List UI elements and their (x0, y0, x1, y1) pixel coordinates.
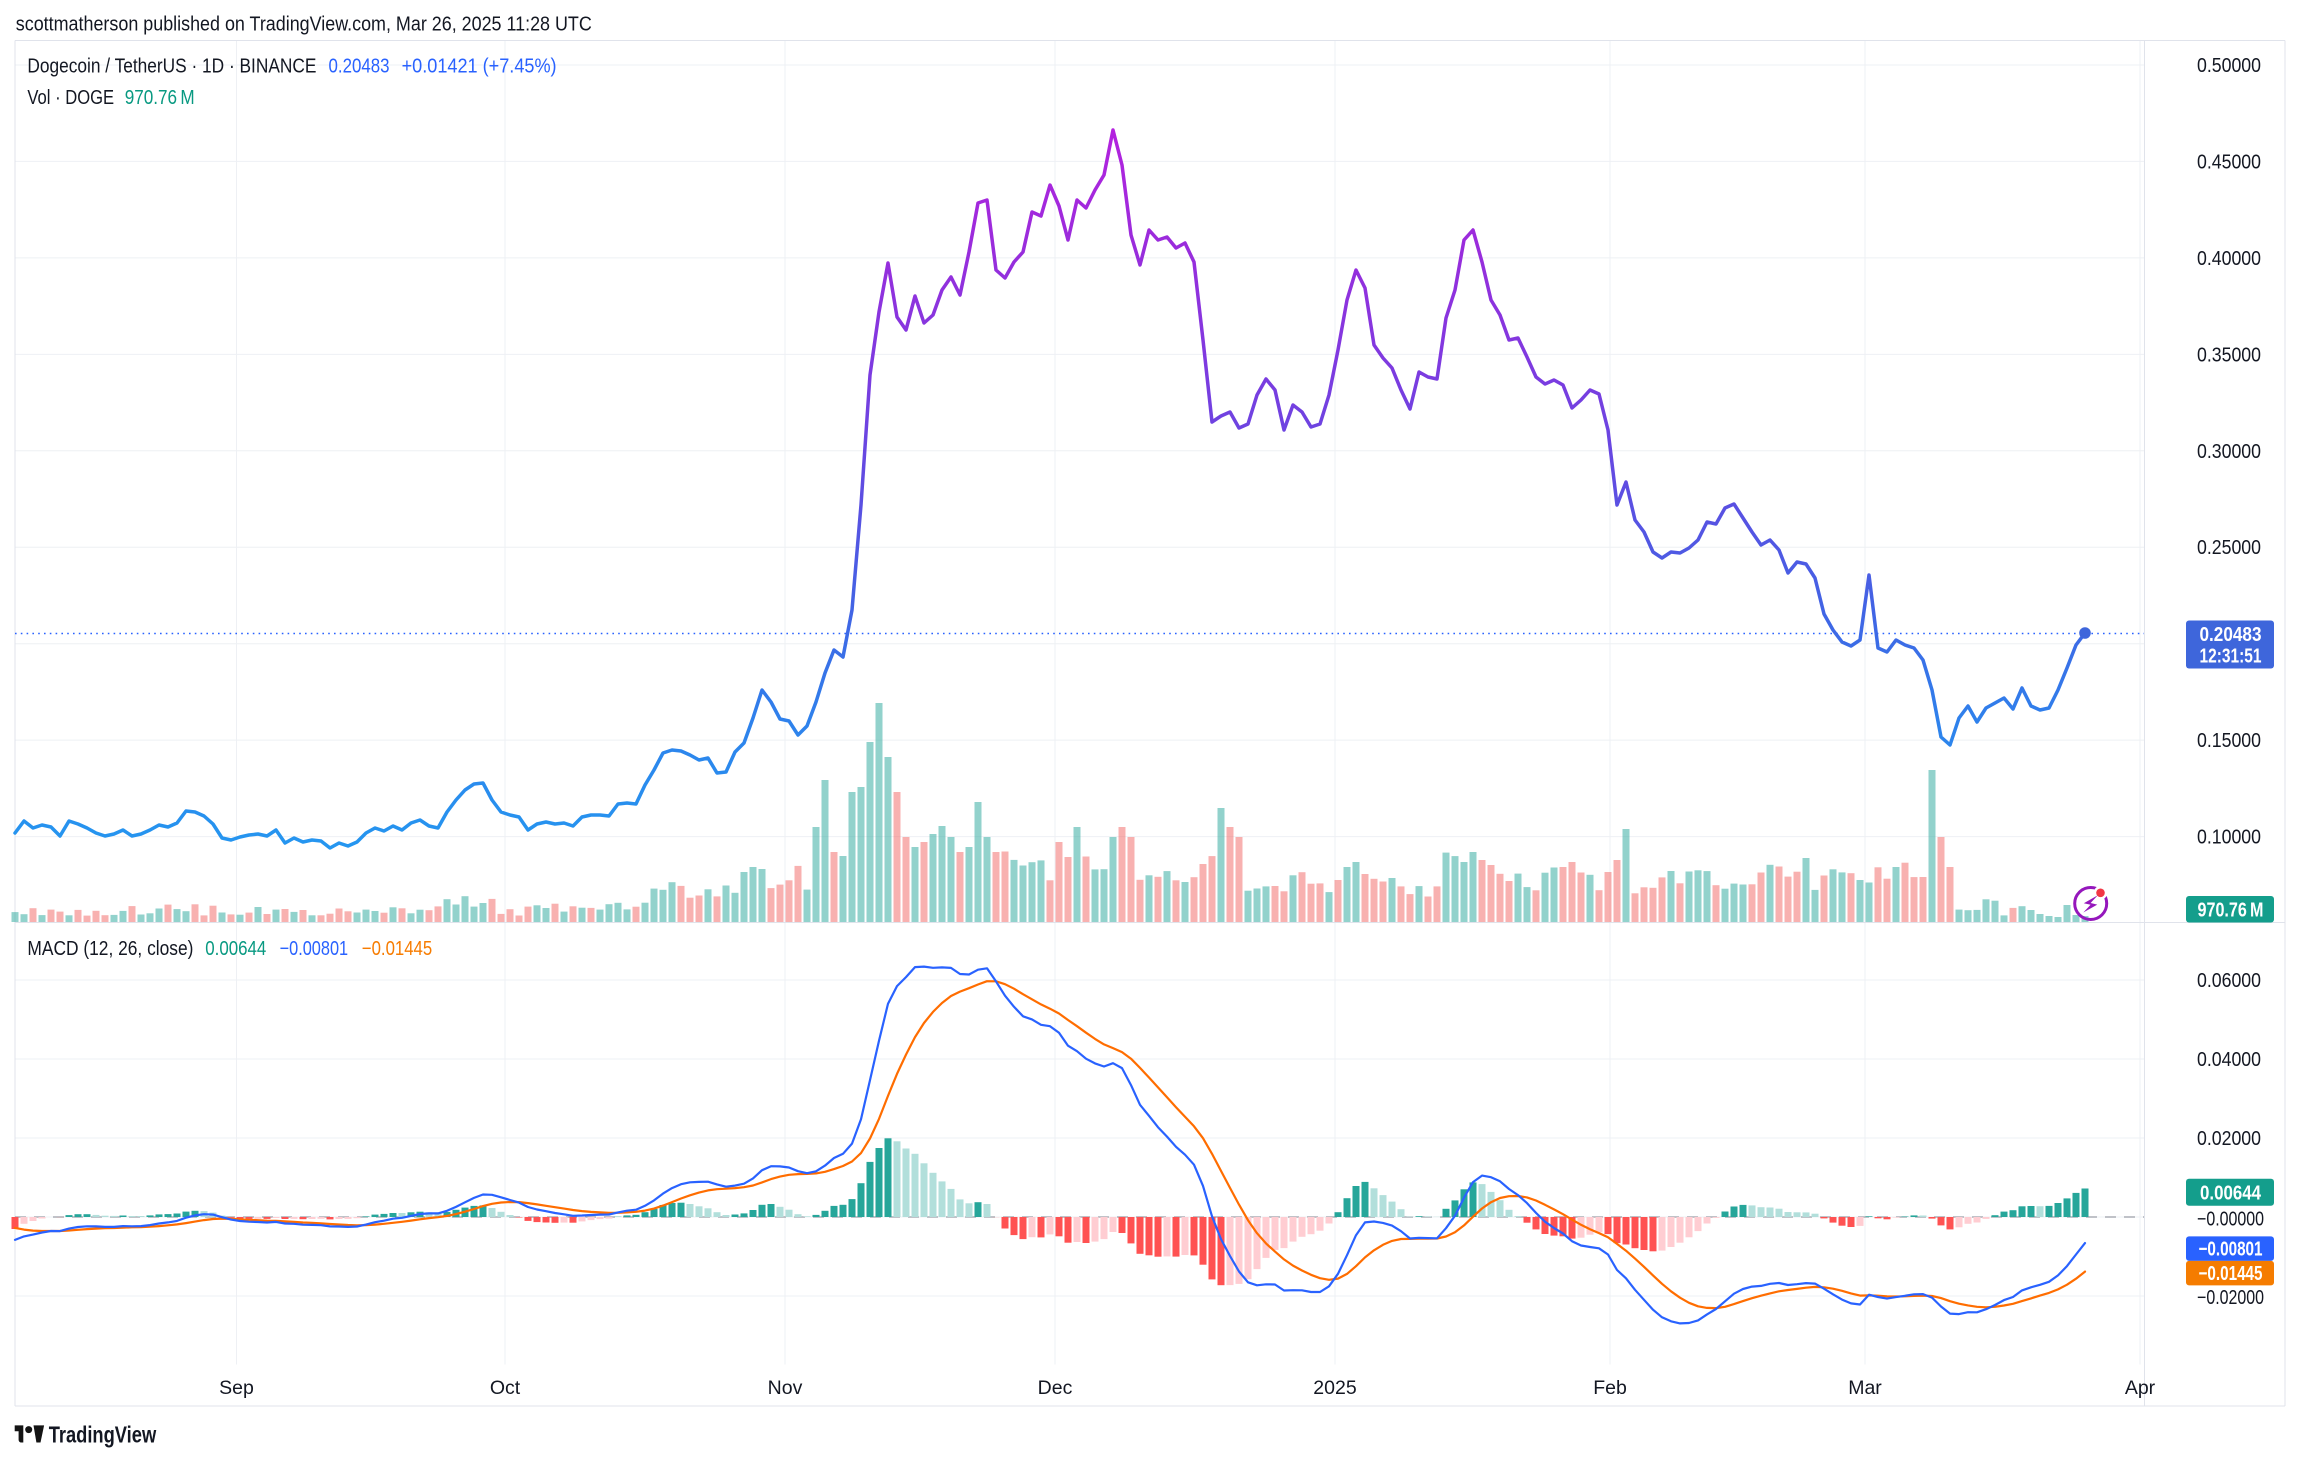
svg-text:Mar: Mar (1848, 1377, 1882, 1399)
svg-text:−0.02000: −0.02000 (2197, 1287, 2264, 1309)
svg-text:0.15000: 0.15000 (2197, 730, 2261, 752)
svg-text:0.50000: 0.50000 (2197, 55, 2261, 77)
svg-text:MACD (12, 26, close): MACD (12, 26, close) (27, 938, 193, 960)
svg-text:−0.01445: −0.01445 (2199, 1263, 2263, 1285)
svg-text:0.06000: 0.06000 (2197, 970, 2261, 992)
svg-text:−0.00801: −0.00801 (2199, 1239, 2263, 1261)
svg-text:970.76 M: 970.76 M (2198, 900, 2264, 922)
svg-text:0.10000: 0.10000 (2197, 827, 2261, 849)
svg-text:Vol · DOGE: Vol · DOGE (27, 87, 114, 109)
svg-text:Apr: Apr (2125, 1377, 2156, 1399)
svg-text:scottmatherson published on Tr: scottmatherson published on TradingView.… (16, 14, 592, 36)
svg-text:−0.00801: −0.00801 (280, 938, 349, 960)
svg-text:Feb: Feb (1593, 1377, 1627, 1399)
svg-text:0.00644: 0.00644 (205, 938, 266, 960)
svg-text:0.00644: 0.00644 (2200, 1182, 2262, 1204)
svg-text:0.20483: 0.20483 (329, 56, 390, 78)
svg-text:0.40000: 0.40000 (2197, 248, 2261, 270)
svg-text:−0.01445: −0.01445 (362, 938, 432, 960)
svg-text:Oct: Oct (490, 1377, 521, 1399)
svg-text:Sep: Sep (219, 1377, 254, 1399)
svg-text:Nov: Nov (768, 1377, 803, 1399)
svg-text:Dec: Dec (1038, 1377, 1073, 1399)
svg-text:970.76 M: 970.76 M (125, 87, 195, 109)
svg-text:12:31:51: 12:31:51 (2200, 646, 2262, 668)
svg-text:0.35000: 0.35000 (2197, 344, 2261, 366)
svg-text:0.45000: 0.45000 (2197, 151, 2261, 173)
svg-text:+0.01421 (+7.45%): +0.01421 (+7.45%) (402, 56, 557, 78)
svg-text:0.30000: 0.30000 (2197, 441, 2261, 463)
svg-text:0.04000: 0.04000 (2197, 1049, 2261, 1071)
svg-text:2025: 2025 (1313, 1377, 1357, 1399)
svg-text:0.20483: 0.20483 (2200, 624, 2262, 646)
svg-text:TradingView: TradingView (49, 1422, 157, 1448)
svg-text:−0.00000: −0.00000 (2197, 1209, 2264, 1231)
svg-text:0.02000: 0.02000 (2197, 1128, 2261, 1150)
svg-text:0.25000: 0.25000 (2197, 537, 2261, 559)
svg-text:Dogecoin / TetherUS · 1D · BIN: Dogecoin / TetherUS · 1D · BINANCE (27, 56, 316, 78)
